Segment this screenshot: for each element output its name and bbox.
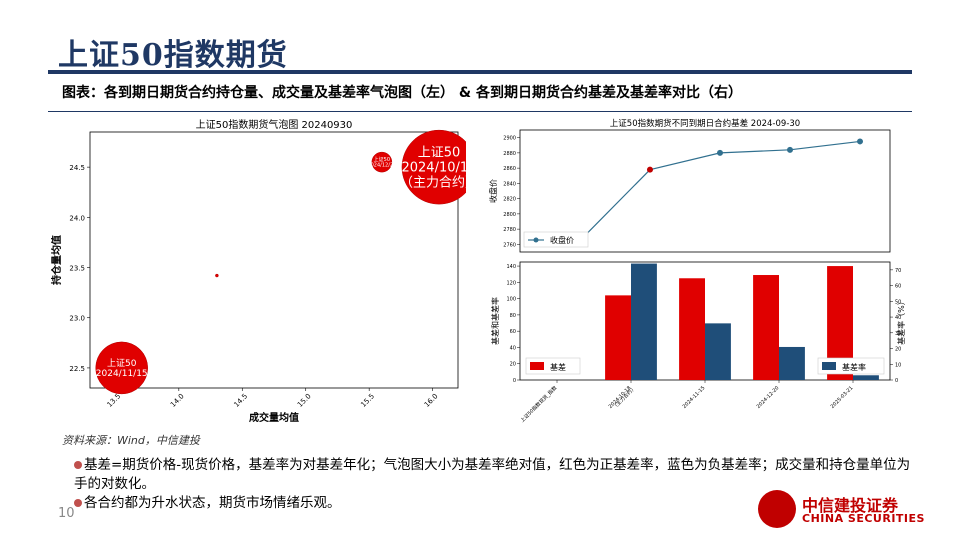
bubble-label: 上证50 <box>107 358 137 369</box>
y-tick-label: 0 <box>513 378 516 384</box>
x-tick-label: 16.0 <box>423 392 440 409</box>
notes-list: 基差=期货价格-现货价格，基差率为对基差年化；气泡图大小为基差率绝对值，红色为正… <box>74 456 914 513</box>
data-point <box>647 166 653 173</box>
x-tick-label: 2024-11-15 <box>682 385 707 410</box>
x-tick-label: 14.5 <box>233 392 250 409</box>
y2-tick-label: 10 <box>895 362 901 368</box>
y-tick-label: 22.5 <box>69 365 85 373</box>
legend-label: 基差率 <box>842 362 866 372</box>
plot-frame <box>89 131 459 389</box>
logo-name-en: CHINA SECURITIES <box>802 512 925 525</box>
legend-swatch <box>530 362 544 370</box>
y2-tick-label: 60 <box>895 284 901 290</box>
caption-divider <box>48 111 912 112</box>
y-tick-label: 2760 <box>503 242 516 248</box>
y-tick-label: 40 <box>510 345 516 351</box>
y2-tick-label: 70 <box>895 268 901 274</box>
bubble <box>401 129 466 205</box>
x-tick-label: 2025-03-21 <box>830 385 855 410</box>
y2-tick-label: 0 <box>895 378 898 384</box>
bubble-label: （主力合约） <box>400 176 466 191</box>
note-item: 基差=期货价格-现货价格，基差率为对基差年化；气泡图大小为基差率绝对值，红色为正… <box>74 456 914 494</box>
y2-tick-label: 30 <box>895 331 901 337</box>
x-axis-label: 成交量均值 <box>249 411 299 424</box>
bar-basis <box>605 295 631 380</box>
company-logo: 中信建投证券 CHINA SECURITIES <box>758 490 924 530</box>
bubble <box>95 341 148 395</box>
y-tick-label: 2880 <box>503 151 516 157</box>
x-tick-label: 15.5 <box>359 392 376 409</box>
bar-basis-rate <box>853 375 879 380</box>
bubble-label: 2024/11/15 <box>96 369 148 379</box>
y-tick-label: 2820 <box>503 197 516 203</box>
bubble-label: 上证50 <box>374 156 390 163</box>
bubble-label: 上证50 <box>418 146 461 161</box>
legend-swatch <box>822 362 836 370</box>
x-tick-label: 14.0 <box>169 392 186 409</box>
bullet-icon <box>74 461 82 469</box>
y-tick-label: 60 <box>510 329 516 335</box>
bubble-chart: 上证50指数期货气泡图 20240930 13.5 14.0 14.5 15.0 15.5… <box>50 118 466 424</box>
series-line <box>579 140 861 241</box>
y-tick-label: 2900 <box>503 136 516 142</box>
y-tick-label: 80 <box>510 313 516 319</box>
note-text: 基差=期货价格-现货价格，基差率为对基差年化；气泡图大小为基差率绝对值，红色为正… <box>74 457 911 492</box>
bubble <box>215 273 219 278</box>
note-item: 各合约都为升水状态，期货市场情绪乐观。 <box>74 494 914 513</box>
data-point <box>717 149 723 156</box>
x-tick-label: 上证50指数现货_指数 <box>519 384 559 424</box>
figure-caption: 图表：各到期日期货合约持仓量、成交量及基差率气泡图（左） & 各到期日期货合约基… <box>62 85 742 101</box>
y-axis-label: 基差和基差率 <box>490 297 500 345</box>
chart-title: 上证50指数期货不同到期日合约基差 2024-09-30 <box>610 118 800 129</box>
bubble-label: 2024/12/20 <box>367 163 396 169</box>
y-tick-label: 2800 <box>503 212 516 218</box>
data-point <box>857 138 863 145</box>
bubble-label: 2024/10/18 <box>401 161 466 176</box>
y-tick-label: 140 <box>506 264 516 270</box>
x-tick-label: 15.0 <box>296 392 313 409</box>
y-tick-label: 20 <box>510 362 516 368</box>
note-text: 各合约都为升水状态，期货市场情绪乐观。 <box>84 495 341 511</box>
bar-basis-rate <box>779 346 805 380</box>
y-tick-label: 23.0 <box>69 315 85 323</box>
bullet-icon <box>74 499 82 507</box>
y-axis-label: 持仓量均值 <box>50 235 63 285</box>
bar-basis-rate <box>705 323 731 380</box>
y2-tick-label: 50 <box>895 299 901 305</box>
y-tick-label: 2840 <box>503 181 516 187</box>
legend-label: 基差 <box>550 362 566 372</box>
basis-line-chart: 上证50指数期货不同到期日合约基差 2024-09-30 2760 2780 2800… <box>488 118 891 253</box>
y-tick-label: 24.5 <box>69 164 85 172</box>
title-divider <box>48 70 912 74</box>
legend-marker <box>533 237 539 243</box>
page-title: 上证50指数期货 <box>58 38 288 73</box>
bar-basis <box>753 275 779 380</box>
chart-title: 上证50指数期货气泡图 20240930 <box>196 118 353 131</box>
source-note: 资料来源：Wind，中信建投 <box>62 434 200 447</box>
page-number: 10 <box>58 506 75 521</box>
legend-label: 收盘价 <box>550 235 574 245</box>
bar-basis <box>679 278 705 380</box>
legend-box <box>523 231 589 248</box>
bubble <box>371 151 393 173</box>
logo-name-cn: 中信建投证券 <box>802 496 899 515</box>
y2-axis-label: 基差率（%） <box>896 297 906 345</box>
y-tick-label: 23.5 <box>69 265 85 273</box>
y-axis-label: 收盘价 <box>488 179 498 203</box>
x-tick-label: 2024-12-20 <box>756 385 781 410</box>
y-tick-label: 100 <box>506 297 516 303</box>
bar-basis-rate <box>631 263 657 380</box>
plot-frame <box>519 129 891 253</box>
y2-tick-label: 20 <box>895 347 901 353</box>
x-tick-label: 13.5 <box>106 392 123 409</box>
data-point <box>787 146 793 153</box>
basis-bar-chart: 020406080100120140010203040506070基差和基差率基… <box>490 261 906 424</box>
y-tick-label: 24.0 <box>69 214 85 222</box>
y-tick-label: 120 <box>506 280 516 286</box>
y2-tick-label: 40 <box>895 315 901 321</box>
y-tick-label: 2860 <box>503 166 516 172</box>
logo-mark-icon <box>758 490 796 528</box>
y-tick-label: 2780 <box>503 227 516 233</box>
